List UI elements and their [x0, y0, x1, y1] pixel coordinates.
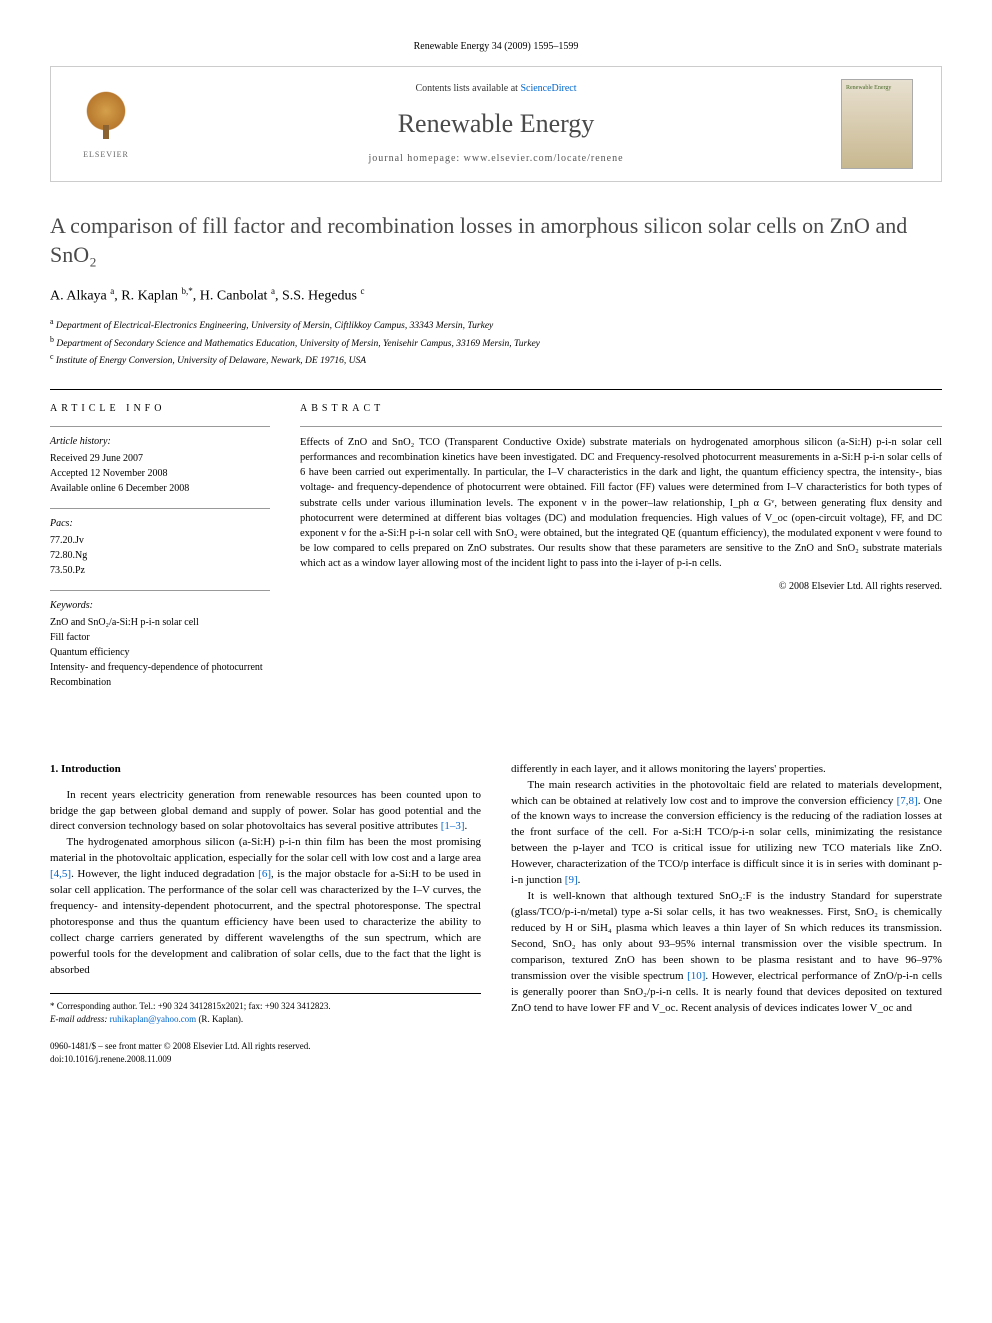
pacs-block: Pacs: 77.20.Jv 72.80.Ng 73.50.Pz — [50, 508, 270, 578]
history-item: Accepted 12 November 2008 — [50, 466, 270, 481]
ref-link[interactable]: [4,5] — [50, 868, 71, 880]
intro-para-1: In recent years electricity generation f… — [50, 788, 481, 836]
homepage-line: journal homepage: www.elsevier.com/locat… — [151, 152, 841, 166]
intro-para-4: It is well-known that although textured … — [511, 889, 942, 1017]
author-email-link[interactable]: ruhikaplan@yahoo.com — [110, 1014, 197, 1024]
intro-para-2: The hydrogenated amorphous silicon (a-Si… — [50, 835, 481, 978]
history-item: Available online 6 December 2008 — [50, 481, 270, 496]
email-suffix: (R. Kaplan). — [196, 1014, 243, 1024]
pacs-label: Pacs: — [50, 517, 270, 531]
body-columns: 1. Introduction In recent years electric… — [50, 762, 942, 1066]
footer-front-matter: 0960-1481/$ – see front matter © 2008 El… — [50, 1040, 481, 1053]
footnote-email-line: E-mail address: ruhikaplan@yahoo.com (R.… — [50, 1013, 481, 1026]
info-abstract-row: ARTICLE INFO Article history: Received 2… — [50, 389, 942, 702]
keyword-item: ZnO and SnO₂/a-Si:H p-i-n solar cell — [50, 615, 270, 630]
text-run: . — [465, 820, 468, 832]
text-run: The main research activities in the phot… — [511, 779, 942, 807]
abstract-text: Effects of ZnO and SnO₂ TCO (Transparent… — [300, 426, 942, 572]
text-run: . One of the known ways to increase the … — [511, 795, 942, 887]
running-header: Renewable Energy 34 (2009) 1595–1599 — [50, 40, 942, 54]
ref-link[interactable]: [7,8] — [897, 795, 918, 807]
text-run: It is well-known that although textured … — [511, 890, 942, 982]
sciencedirect-link[interactable]: ScienceDirect — [520, 83, 576, 94]
article-info-heading: ARTICLE INFO — [50, 402, 270, 416]
text-run: In recent years electricity generation f… — [50, 789, 481, 833]
affiliation-item: c Institute of Energy Conversion, Univer… — [50, 351, 942, 368]
text-run: The hydrogenated amorphous silicon (a-Si… — [50, 836, 481, 864]
abstract-heading: ABSTRACT — [300, 402, 942, 416]
ref-link[interactable]: [10] — [687, 970, 705, 982]
elsevier-logo: ELSEVIER — [71, 84, 141, 164]
ref-link[interactable]: [9] — [565, 874, 578, 886]
footnote-corr: * Corresponding author. Tel.: +90 324 34… — [50, 1000, 481, 1013]
article-title: A comparison of fill factor and recombin… — [50, 212, 942, 269]
text-run: , is the major obstacle for a-Si:H to be… — [50, 868, 481, 976]
keyword-item: Quantum efficiency — [50, 645, 270, 660]
footer-doi: doi:10.1016/j.renene.2008.11.009 — [50, 1053, 481, 1066]
keyword-item: Recombination — [50, 675, 270, 690]
text-run: . — [578, 874, 581, 886]
ref-link[interactable]: [6] — [258, 868, 271, 880]
elsevier-tree-icon — [76, 87, 136, 147]
publisher-logo-block: ELSEVIER — [71, 84, 151, 164]
pacs-item: 73.50.Pz — [50, 563, 270, 578]
keywords-label: Keywords: — [50, 599, 270, 613]
keyword-item: Fill factor — [50, 630, 270, 645]
intro-para-3: The main research activities in the phot… — [511, 778, 942, 890]
pacs-item: 77.20.Jv — [50, 533, 270, 548]
affiliations-block: a Department of Electrical-Electronics E… — [50, 316, 942, 368]
authors-line: A. Alkaya a, R. Kaplan b,*, H. Canbolat … — [50, 285, 942, 306]
affiliation-item: b Department of Secondary Science and Ma… — [50, 334, 942, 351]
abstract-column: ABSTRACT Effects of ZnO and SnO₂ TCO (Tr… — [300, 402, 942, 702]
article-history-block: Article history: Received 29 June 2007 A… — [50, 426, 270, 496]
keywords-block: Keywords: ZnO and SnO₂/a-Si:H p-i-n sola… — [50, 590, 270, 690]
homepage-url: www.elsevier.com/locate/renene — [464, 153, 624, 164]
abstract-copyright: © 2008 Elsevier Ltd. All rights reserved… — [300, 580, 942, 594]
history-item: Received 29 June 2007 — [50, 451, 270, 466]
pacs-item: 72.80.Ng — [50, 548, 270, 563]
journal-banner: ELSEVIER Contents lists available at Sci… — [50, 66, 942, 182]
body-column-left: 1. Introduction In recent years electric… — [50, 762, 481, 1066]
body-column-right: differently in each layer, and it allows… — [511, 762, 942, 1066]
intro-para-2-cont: differently in each layer, and it allows… — [511, 762, 942, 778]
ref-link[interactable]: [1–3] — [441, 820, 465, 832]
publisher-name: ELSEVIER — [83, 149, 129, 160]
keyword-item: Intensity- and frequency-dependence of p… — [50, 660, 270, 675]
footer-block: 0960-1481/$ – see front matter © 2008 El… — [50, 1040, 481, 1066]
contents-prefix: Contents lists available at — [415, 83, 520, 94]
homepage-prefix: journal homepage: — [368, 153, 463, 164]
section-heading-intro: 1. Introduction — [50, 762, 481, 778]
corresponding-author-footnote: * Corresponding author. Tel.: +90 324 34… — [50, 993, 481, 1026]
affiliation-item: a Department of Electrical-Electronics E… — [50, 316, 942, 333]
journal-name: Renewable Energy — [151, 106, 841, 142]
article-info-column: ARTICLE INFO Article history: Received 2… — [50, 402, 270, 702]
text-run: . However, the light induced degradation — [71, 868, 258, 880]
email-label: E-mail address: — [50, 1014, 110, 1024]
journal-cover-thumbnail: Renewable Energy — [841, 79, 913, 169]
banner-center: Contents lists available at ScienceDirec… — [151, 82, 841, 166]
contents-line: Contents lists available at ScienceDirec… — [151, 82, 841, 96]
history-label: Article history: — [50, 435, 270, 449]
banner-right: Renewable Energy — [841, 79, 921, 169]
